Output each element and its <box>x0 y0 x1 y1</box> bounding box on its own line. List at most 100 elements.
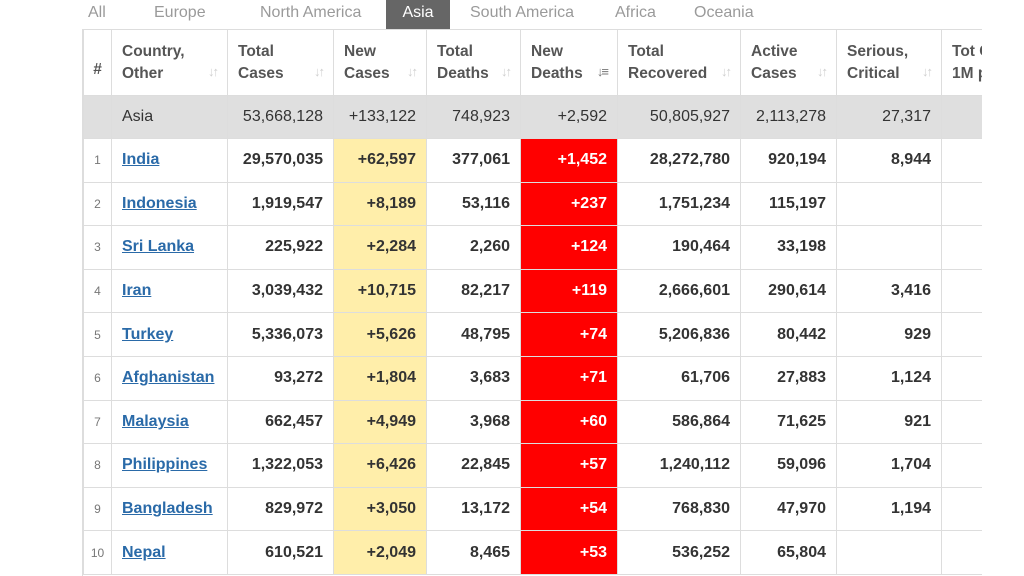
rank-cell: 6 <box>83 355 112 401</box>
header-total-deaths[interactable]: Total Deaths ↓↑ <box>426 29 521 96</box>
rank-cell: 4 <box>83 268 112 314</box>
active-cases-cell: 920,194 <box>740 138 837 183</box>
header-serious-critical[interactable]: Serious, Critical ↓↑ <box>836 29 942 96</box>
total-recovered-cell: 2,666,601 <box>617 268 741 314</box>
total-cases-cell: 662,457 <box>227 399 334 445</box>
header-new-cases[interactable]: New Cases ↓↑ <box>333 29 427 96</box>
rank-cell <box>83 95 112 139</box>
tot-cases-per-million-cell <box>941 138 982 183</box>
serious-critical-cell <box>836 181 942 227</box>
total-recovered-cell: 586,864 <box>617 399 741 445</box>
total-cases-cell: 225,922 <box>227 225 334 270</box>
country-cell: Sri Lanka <box>111 225 228 270</box>
tot-cases-per-million-cell <box>941 355 982 401</box>
tab-south-america[interactable]: South America <box>470 4 575 21</box>
country-link[interactable]: Afghanistan <box>122 369 215 387</box>
covid-stats-table: # Country, Other ↓↑ Total Cases ↓↑ New C… <box>83 29 982 575</box>
tot-cases-per-million-cell <box>941 268 982 314</box>
country-cell: Philippines <box>111 443 228 488</box>
total-cases-cell: 5,336,073 <box>227 312 334 357</box>
total-recovered-cell: 61,706 <box>617 355 741 401</box>
header-total-recovered-label-2: Recovered <box>628 64 708 82</box>
total-recovered-cell: 190,464 <box>617 225 741 270</box>
tab-oceania[interactable]: Oceania <box>694 4 754 21</box>
total-recovered-cell: 768,830 <box>617 486 741 532</box>
country-cell: Afghanistan <box>111 355 228 401</box>
total-deaths-cell: 3,968 <box>426 399 521 445</box>
tot-cases-per-million-cell <box>941 486 982 532</box>
total-cases-cell: 53,668,128 <box>227 95 334 139</box>
serious-critical-cell <box>836 530 942 575</box>
country-link[interactable]: Turkey <box>122 325 174 343</box>
table-header-row: # Country, Other ↓↑ Total Cases ↓↑ New C… <box>83 29 982 96</box>
total-recovered-cell: 536,252 <box>617 530 741 575</box>
header-tot-cases-per-million[interactable]: Tot Cases/ 1M pop <box>941 29 982 96</box>
header-active-cases[interactable]: Active Cases ↓↑ <box>740 29 837 96</box>
active-cases-cell: 115,197 <box>740 181 837 227</box>
header-active-cases-label-2: Cases <box>751 64 797 82</box>
tab-europe[interactable]: Europe <box>154 4 206 21</box>
total-recovered-cell: 28,272,780 <box>617 138 741 183</box>
sort-arrows-icon[interactable]: ↓↑ <box>208 64 219 79</box>
header-total-cases[interactable]: Total Cases ↓↑ <box>227 29 334 96</box>
table-row: 3 Sri Lanka 225,922 +2,284 2,260 +124 190,464 3… <box>83 225 982 270</box>
tab-asia[interactable]: Asia <box>386 0 450 29</box>
country-link[interactable]: Malaysia <box>122 412 189 430</box>
total-recovered-cell: 1,240,112 <box>617 443 741 488</box>
rank-cell: 1 <box>83 138 112 183</box>
sort-arrows-icon[interactable]: ↓↑ <box>407 64 418 79</box>
serious-critical-cell: 1,194 <box>836 486 942 532</box>
header-total-recovered[interactable]: Total Recovered ↓↑ <box>617 29 741 96</box>
country-link[interactable]: Bangladesh <box>122 500 213 518</box>
sort-arrows-icon[interactable]: ↓↑ <box>501 64 512 79</box>
header-country-label-1: Country, <box>122 42 185 60</box>
header-total-cases-label-1: Total <box>238 42 274 60</box>
total-deaths-cell: 8,465 <box>426 530 521 575</box>
header-new-deaths[interactable]: New Deaths ↓≡ <box>520 29 618 96</box>
total-cases-cell: 3,039,432 <box>227 268 334 314</box>
sort-arrows-icon[interactable]: ↓↑ <box>922 64 933 79</box>
serious-critical-cell: 1,124 <box>836 355 942 401</box>
header-serious-label-2: Critical <box>847 64 900 82</box>
tot-cases-per-million-cell <box>941 95 982 139</box>
country-cell: Malaysia <box>111 399 228 445</box>
table-row: 1 India 29,570,035 +62,597 377,061 +1,452 28,2… <box>83 138 982 183</box>
sort-arrows-icon[interactable]: ↓↑ <box>721 64 732 79</box>
total-cases-cell: 610,521 <box>227 530 334 575</box>
header-total-deaths-label-2: Deaths <box>437 64 489 82</box>
total-deaths-cell: 22,845 <box>426 443 521 488</box>
country-cell: Asia <box>111 95 228 139</box>
country-link[interactable]: Iran <box>122 282 152 300</box>
serious-critical-cell: 921 <box>836 399 942 445</box>
country-link[interactable]: Sri Lanka <box>122 238 195 256</box>
header-serious-label-1: Serious, <box>847 42 909 60</box>
sort-arrows-icon[interactable]: ↓↑ <box>314 64 325 79</box>
new-deaths-cell: +53 <box>520 530 618 575</box>
active-cases-cell: 80,442 <box>740 312 837 357</box>
tab-north-america[interactable]: North America <box>260 4 362 21</box>
new-deaths-cell: +54 <box>520 486 618 532</box>
header-total-cases-label-2: Cases <box>238 64 284 82</box>
country-cell: Bangladesh <box>111 486 228 532</box>
country-link[interactable]: Philippines <box>122 456 208 474</box>
header-country[interactable]: Country, Other ↓↑ <box>111 29 228 96</box>
country-link[interactable]: Indonesia <box>122 194 197 212</box>
active-cases-cell: 2,113,278 <box>740 95 837 139</box>
table-row: 5 Turkey 5,336,073 +5,626 48,795 +74 5,206,836… <box>83 312 982 357</box>
new-cases-cell: +3,050 <box>333 486 427 532</box>
total-recovered-cell: 1,751,234 <box>617 181 741 227</box>
tab-africa[interactable]: Africa <box>615 4 656 21</box>
country-link[interactable]: Nepal <box>122 543 166 561</box>
total-cases-cell: 93,272 <box>227 355 334 401</box>
tab-all[interactable]: All <box>88 4 106 21</box>
country-link[interactable]: India <box>122 151 160 169</box>
active-cases-cell: 59,096 <box>740 443 837 488</box>
country-cell: Iran <box>111 268 228 314</box>
sort-arrows-icon[interactable]: ↓↑ <box>817 64 828 79</box>
country-cell: Turkey <box>111 312 228 357</box>
header-rank[interactable]: # <box>83 29 112 96</box>
header-new-cases-label-2: Cases <box>344 64 390 82</box>
new-deaths-cell: +237 <box>520 181 618 227</box>
sort-descending-icon[interactable]: ↓≡ <box>596 64 609 79</box>
rank-cell: 5 <box>83 312 112 357</box>
